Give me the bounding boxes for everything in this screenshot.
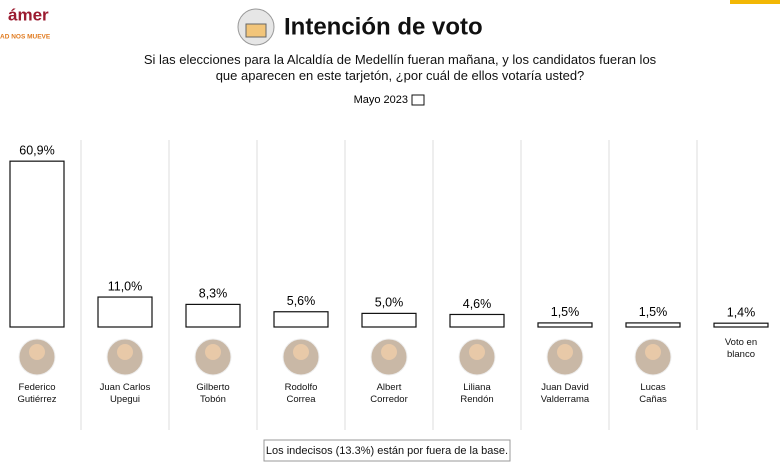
x-tick-label: Gilberto Tobón [196, 382, 230, 405]
candidate-face [557, 344, 573, 360]
footnote: Los indecisos (13.3%) están por fuera de… [266, 445, 508, 457]
bar [625, 322, 681, 328]
x-tick-label: Rodolfo Correa [284, 382, 318, 405]
value-label: 1,4% [727, 305, 756, 319]
candidate-face [469, 344, 485, 360]
legend-label: Mayo 2023 [354, 94, 408, 106]
value-label: 1,5% [551, 305, 580, 319]
x-tick-label: Lucas Cañas [639, 382, 667, 405]
value-label: 5,6% [287, 294, 316, 308]
value-label: 4,6% [463, 297, 492, 311]
candidate-face [293, 344, 309, 360]
logo-tagline: AD NOS MUEVE [0, 34, 51, 41]
bar [9, 160, 65, 328]
candidate-face [645, 344, 661, 360]
legend-swatch [411, 94, 425, 106]
bar [97, 296, 153, 328]
bar [713, 322, 769, 328]
x-tick-label: Federico Gutiérrez [17, 382, 57, 405]
x-tick-label: Albert Corredor [370, 382, 408, 405]
bar [537, 322, 593, 328]
candidate-face [29, 344, 45, 360]
footnote-box [263, 439, 511, 462]
value-label: 5,0% [375, 296, 404, 310]
chart-title: Intención de voto [284, 13, 483, 40]
bar [273, 311, 329, 328]
value-label: 8,3% [199, 287, 228, 301]
value-label: 60,9% [19, 143, 54, 157]
bar [449, 313, 505, 328]
value-label: 1,5% [639, 305, 668, 319]
x-tick-label: Liliana Rendón [460, 382, 494, 405]
bar [361, 312, 417, 328]
x-tick-label: Juan David Valderrama [540, 382, 590, 405]
x-tick-label: Voto en blanco [724, 337, 758, 360]
value-label: 11,0% [108, 279, 143, 293]
candidate-face [117, 344, 133, 360]
subtitle: Si las elecciones para la Alcaldía de Me… [143, 52, 657, 83]
logo-name: ámer [8, 5, 49, 24]
bar [185, 303, 241, 328]
accent-bar [730, 0, 780, 4]
candidate-face [205, 344, 221, 360]
ballot-box [245, 23, 267, 38]
candidate-face [381, 344, 397, 360]
x-tick-label: Juan Carlos Upegui [99, 382, 151, 405]
